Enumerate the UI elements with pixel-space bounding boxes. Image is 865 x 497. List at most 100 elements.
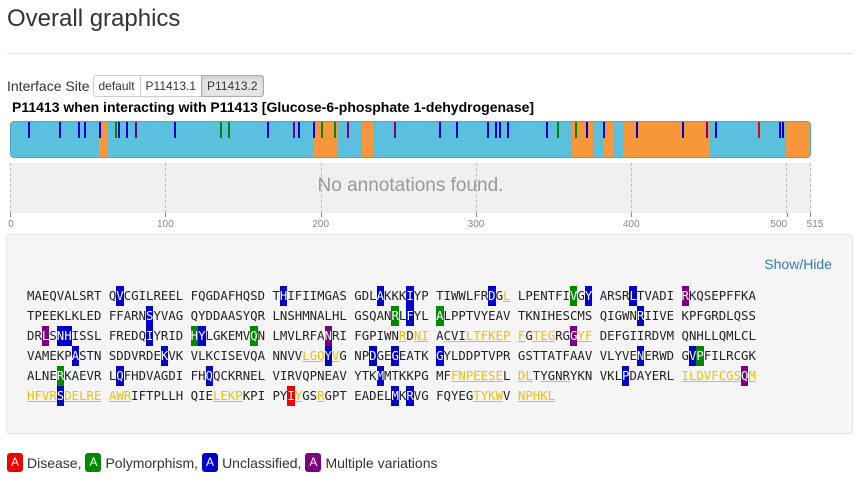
residue[interactable]: G xyxy=(569,326,578,346)
residue[interactable]: E xyxy=(93,389,102,403)
residue[interactable]: M xyxy=(748,369,756,383)
residue[interactable]: Y xyxy=(584,286,593,306)
interface-option-default[interactable]: default xyxy=(92,75,141,97)
residue[interactable]: P xyxy=(622,366,630,386)
residue[interactable]: F xyxy=(406,306,414,326)
protein-track[interactable] xyxy=(10,121,811,158)
residue[interactable]: E xyxy=(480,369,489,383)
variant-marker[interactable] xyxy=(575,122,578,138)
residue[interactable]: A xyxy=(436,306,444,326)
residue[interactable]: P xyxy=(503,329,511,343)
residue[interactable]: S xyxy=(488,369,496,383)
residue[interactable]: V xyxy=(703,369,712,383)
variant-marker[interactable] xyxy=(220,122,223,138)
residue[interactable]: Y xyxy=(198,326,206,346)
interface-region[interactable] xyxy=(785,122,810,157)
residue[interactable]: I xyxy=(421,329,429,343)
residue[interactable]: H xyxy=(279,286,288,306)
variant-marker[interactable] xyxy=(758,122,761,138)
variant-marker[interactable] xyxy=(313,122,316,138)
residue[interactable]: V xyxy=(116,286,124,306)
residue[interactable]: L xyxy=(525,369,533,383)
variant-marker[interactable] xyxy=(781,122,784,138)
residue[interactable]: E xyxy=(495,369,503,383)
residue[interactable]: V xyxy=(331,349,340,363)
residue[interactable]: D xyxy=(369,346,377,366)
variant-marker[interactable] xyxy=(297,122,300,138)
residue[interactable]: I xyxy=(681,369,689,383)
residue[interactable]: T xyxy=(473,389,481,403)
residue[interactable]: H xyxy=(64,326,72,346)
show-hide-link[interactable]: Show/Hide xyxy=(764,256,832,272)
residue[interactable]: D xyxy=(64,389,72,403)
residue[interactable]: E xyxy=(473,369,481,383)
residue[interactable]: R xyxy=(86,389,94,403)
residue[interactable]: V xyxy=(569,286,578,306)
residue[interactable]: N xyxy=(56,326,65,346)
residue[interactable]: H xyxy=(27,389,35,403)
residue[interactable]: I xyxy=(458,329,466,343)
residue[interactable]: E xyxy=(71,389,80,403)
residue[interactable]: G xyxy=(726,369,734,383)
variant-marker[interactable] xyxy=(603,122,606,138)
residue[interactable]: D xyxy=(488,286,496,306)
residue[interactable]: S xyxy=(146,306,154,326)
residue[interactable]: G xyxy=(547,369,556,383)
residue[interactable]: F xyxy=(450,369,459,383)
residue[interactable]: A xyxy=(108,389,117,403)
residue[interactable]: I xyxy=(146,326,154,346)
residue[interactable]: S xyxy=(733,369,741,383)
residue[interactable]: G xyxy=(547,329,556,343)
residue[interactable]: I xyxy=(406,286,414,306)
residue[interactable]: K xyxy=(488,329,496,343)
residue[interactable]: F xyxy=(711,369,719,383)
interface-option-p11413-2[interactable]: P11413.2 xyxy=(201,75,264,97)
interface-option-p11413-1[interactable]: P11413.1 xyxy=(139,75,203,97)
residue[interactable]: R xyxy=(398,329,407,343)
residue[interactable]: W xyxy=(116,389,124,403)
residue[interactable]: E xyxy=(220,389,228,403)
residue[interactable]: V xyxy=(41,389,50,403)
residue[interactable]: A xyxy=(71,346,80,366)
variant-marker[interactable] xyxy=(83,122,86,138)
residue[interactable]: P xyxy=(525,389,533,403)
residue[interactable]: K xyxy=(227,389,236,403)
variant-marker[interactable] xyxy=(347,122,350,138)
residue[interactable]: M xyxy=(391,386,399,406)
variant-marker[interactable] xyxy=(135,122,138,138)
residue[interactable]: E xyxy=(540,329,548,343)
residue[interactable]: Y xyxy=(294,389,303,403)
residue[interactable]: Q xyxy=(317,349,325,363)
residue[interactable]: N xyxy=(413,329,422,343)
variant-marker[interactable] xyxy=(438,122,441,138)
residue[interactable]: N xyxy=(517,389,526,403)
residue[interactable]: R xyxy=(406,386,414,406)
residue[interactable]: R xyxy=(681,286,689,306)
residue[interactable]: V xyxy=(450,329,459,343)
residue[interactable]: Y xyxy=(577,329,585,343)
residue[interactable]: T xyxy=(473,329,481,343)
residue[interactable]: R xyxy=(636,306,645,326)
interface-region[interactable] xyxy=(362,122,374,157)
residue[interactable]: V xyxy=(688,346,697,366)
variant-marker[interactable] xyxy=(705,122,708,138)
residue[interactable]: S xyxy=(56,386,65,406)
residue[interactable]: Q xyxy=(741,366,749,386)
variant-marker[interactable] xyxy=(545,122,548,138)
residue[interactable]: F xyxy=(34,389,42,403)
variant-marker[interactable] xyxy=(556,122,559,138)
residue[interactable]: A xyxy=(376,286,384,306)
residue[interactable]: F xyxy=(480,329,489,343)
residue[interactable]: N xyxy=(636,346,645,366)
residue[interactable]: R xyxy=(49,389,57,403)
residue[interactable]: R xyxy=(562,369,570,383)
residue[interactable]: P xyxy=(465,369,474,383)
residue[interactable]: P xyxy=(696,346,704,366)
variant-marker[interactable] xyxy=(333,122,336,138)
residue[interactable]: N xyxy=(458,369,466,383)
residue[interactable]: L xyxy=(547,389,556,403)
residue[interactable]: R xyxy=(317,389,325,403)
variant-marker[interactable] xyxy=(77,122,80,138)
residue[interactable]: G xyxy=(309,349,318,363)
residue[interactable]: C xyxy=(718,369,727,383)
